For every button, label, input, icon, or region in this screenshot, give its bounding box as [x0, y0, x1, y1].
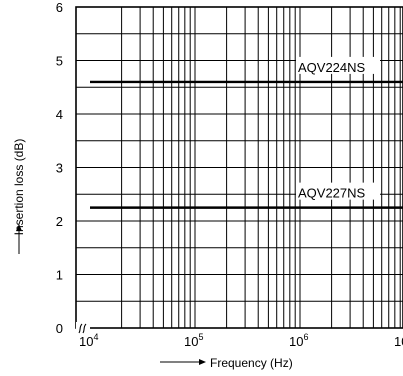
y-tick-label: 4: [56, 107, 63, 122]
y-tick-label: 0: [56, 321, 63, 336]
x-tick-label: 107: [394, 332, 403, 349]
plot-frame: [75, 6, 403, 329]
x-tick-labels: 104 105 106 107: [79, 332, 403, 349]
series-label-bg: [296, 182, 380, 200]
y-tick-labels: 0 1 2 3 4 5 6: [56, 0, 63, 336]
y-tick-label: 3: [56, 161, 63, 176]
y-axis-title: Insertion loss (dB): [12, 139, 26, 236]
series-group: AQV224NS AQV227NS: [90, 56, 403, 209]
x-tick-label: 106: [289, 332, 308, 349]
series-label-bg: [296, 56, 380, 74]
x-tick-label: 104: [79, 332, 98, 349]
y-tick-label: 5: [56, 54, 63, 69]
x-axis-arrow-icon: [160, 359, 206, 365]
axis-break-mark: [76, 322, 90, 334]
x-axis-title: Frequency (Hz): [210, 356, 293, 370]
y-tick-label: 2: [56, 214, 63, 229]
series-label: AQV227NS: [298, 186, 366, 201]
x-tick-label: 105: [184, 332, 203, 349]
y-axis-arrow-icon: [16, 224, 22, 254]
grid: [76, 7, 403, 328]
y-tick-label: 6: [56, 0, 63, 15]
series-label: AQV224NS: [298, 60, 366, 75]
y-tick-label: 1: [56, 268, 63, 283]
